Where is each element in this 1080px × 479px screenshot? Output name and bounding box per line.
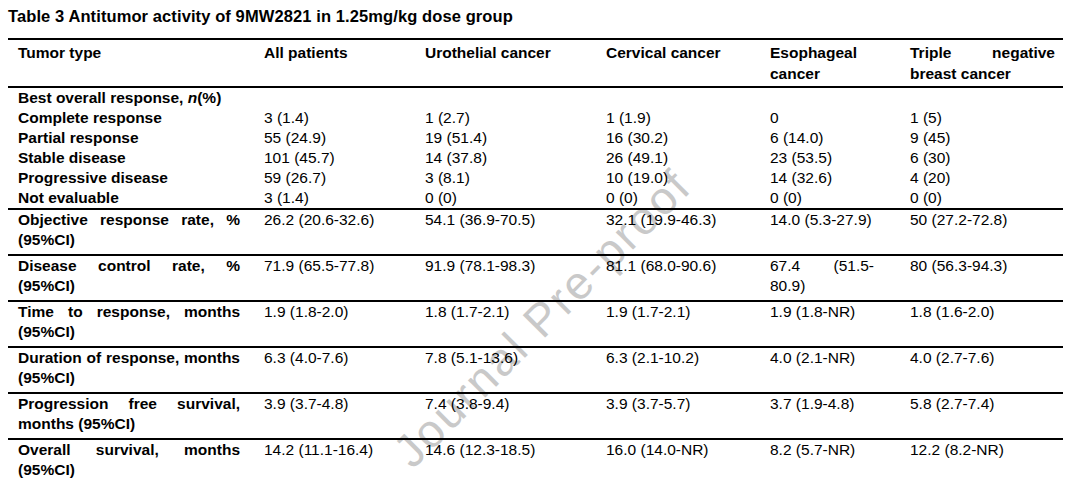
cell-value: 14 (32.6) (770, 168, 910, 188)
cell-value: 1.8 (1.7-2.1) (425, 301, 606, 347)
cell-value: 32.1 (19.9-46.3) (606, 209, 770, 255)
cell-value: 26.2 (20.6-32.6) (264, 209, 425, 255)
row-label: Progression free survival, months (95%CI… (8, 393, 264, 439)
row-label: Complete response (8, 108, 264, 128)
table-caption: Table 3 Antitumor activity of 9MW2821 in… (8, 7, 513, 26)
row-label: Overall survival, months (95%CI) (8, 439, 264, 479)
table-row-partial-response: Partial response 55 (24.9) 19 (51.4) 16 … (8, 128, 1063, 148)
cell-value: 16 (30.2) (606, 128, 770, 148)
row-label: Duration of response, months (95%CI) (8, 347, 264, 393)
cell-value: 59 (26.7) (264, 168, 425, 188)
cell-value: 10 (19.0) (606, 168, 770, 188)
group-header-label: Best overall response, n(%) (8, 87, 264, 108)
cell-value: 4.0 (2.7-7.6) (910, 347, 1063, 393)
table-row-disease-control-rate: Disease control rate, % (95%CI) 71.9 (65… (8, 255, 1063, 301)
cell-value: 7.4 (3.8-9.4) (425, 393, 606, 439)
cell-value: 7.8 (5.1-13.6) (425, 347, 606, 393)
table-row-progression-free-survival: Progression free survival, months (95%CI… (8, 393, 1063, 439)
row-label: Objective response rate, % (95%CI) (8, 209, 264, 255)
row-label: Disease control rate, % (95%CI) (8, 255, 264, 301)
cell-value: 0 (0) (606, 188, 770, 209)
cell-value: 5.8 (2.7-7.4) (910, 393, 1063, 439)
cell-value: 0 (0) (910, 188, 1063, 209)
cell-value: 14.0 (5.3-27.9) (770, 209, 910, 255)
cell-value: 16.0 (14.0-NR) (606, 439, 770, 479)
cell-value: 71.9 (65.5-77.8) (264, 255, 425, 301)
table-row-complete-response: Complete response 3 (1.4) 1 (2.7) 1 (1.9… (8, 108, 1063, 128)
cell-value: 3 (1.4) (264, 188, 425, 209)
cell-value: 6 (14.0) (770, 128, 910, 148)
row-label: Not evaluable (8, 188, 264, 209)
column-header-tumor-type: Tumor type (8, 39, 264, 87)
table-row-not-evaluable: Not evaluable 3 (1.4) 0 (0) 0 (0) 0 (0) … (8, 188, 1063, 209)
group-header-row: Best overall response, n(%) (8, 87, 1063, 108)
cell-value: 9 (45) (910, 128, 1063, 148)
table-header-row: Tumor type All patients Urothelial cance… (8, 39, 1063, 87)
cell-value: 1 (2.7) (425, 108, 606, 128)
cell-value: 1 (5) (910, 108, 1063, 128)
cell-value: 12.2 (8.2-NR) (910, 439, 1063, 479)
cell-value: 19 (51.4) (425, 128, 606, 148)
table-row-time-to-response: Time to response, months (95%CI) 1.9 (1.… (8, 301, 1063, 347)
cell-value: 1.9 (1.7-2.1) (606, 301, 770, 347)
cell-value: 54.1 (36.9-70.5) (425, 209, 606, 255)
column-header-cervical: Cervical cancer (606, 39, 770, 87)
cell-value: 81.1 (68.0-90.6) (606, 255, 770, 301)
group-header-italic-n: n (188, 89, 197, 106)
cell-value: 6 (30) (910, 148, 1063, 168)
cell-value: 14.6 (12.3-18.5) (425, 439, 606, 479)
row-label: Partial response (8, 128, 264, 148)
cell-value: 26 (49.1) (606, 148, 770, 168)
row-label: Progressive disease (8, 168, 264, 188)
cell-value: 14.2 (11.1-16.4) (264, 439, 425, 479)
cell-value: 6.3 (4.0-7.6) (264, 347, 425, 393)
cell-value: 3 (1.4) (264, 108, 425, 128)
column-header-tnbc: Triple negative breast cancer (910, 39, 1063, 87)
cell-value: 6.3 (2.1-10.2) (606, 347, 770, 393)
cell-value: 3.9 (3.7-5.7) (606, 393, 770, 439)
cell-value: 0 (0) (425, 188, 606, 209)
cell-value: 1.8 (1.6-2.0) (910, 301, 1063, 347)
cell-value: 67.4 (51.5-80.9) (770, 255, 910, 301)
cell-value: 80 (56.3-94.3) (910, 255, 1063, 301)
row-label: Time to response, months (95%CI) (8, 301, 264, 347)
cell-value: 3.7 (1.9-4.8) (770, 393, 910, 439)
group-header-suffix: (%) (197, 89, 221, 106)
cell-value: 3.9 (3.7-4.8) (264, 393, 425, 439)
cell-value: 101 (45.7) (264, 148, 425, 168)
column-header-esophageal: Esophageal cancer (770, 39, 910, 87)
table-row-stable-disease: Stable disease 101 (45.7) 14 (37.8) 26 (… (8, 148, 1063, 168)
table-row-duration-of-response: Duration of response, months (95%CI) 6.3… (8, 347, 1063, 393)
group-header-prefix: Best overall response, (18, 89, 188, 106)
cell-value: 1 (1.9) (606, 108, 770, 128)
cell-value: 0 (0) (770, 188, 910, 209)
cell-value: 14 (37.8) (425, 148, 606, 168)
cell-value: 4.0 (2.1-NR) (770, 347, 910, 393)
cell-value: 1.9 (1.8-NR) (770, 301, 910, 347)
cell-value: 1.9 (1.8-2.0) (264, 301, 425, 347)
cell-value: 91.9 (78.1-98.3) (425, 255, 606, 301)
table-row-overall-survival: Overall survival, months (95%CI) 14.2 (1… (8, 439, 1063, 479)
cell-value: 4 (20) (910, 168, 1063, 188)
cell-value: 8.2 (5.7-NR) (770, 439, 910, 479)
cell-value: 55 (24.9) (264, 128, 425, 148)
cell-value: 3 (8.1) (425, 168, 606, 188)
cell-value: 50 (27.2-72.8) (910, 209, 1063, 255)
table-row-progressive-disease: Progressive disease 59 (26.7) 3 (8.1) 10… (8, 168, 1063, 188)
table-row-objective-response-rate: Objective response rate, % (95%CI) 26.2 … (8, 209, 1063, 255)
antitumor-activity-table: Tumor type All patients Urothelial cance… (8, 38, 1063, 479)
column-header-all-patients: All patients (264, 39, 425, 87)
row-label: Stable disease (8, 148, 264, 168)
column-header-urothelial: Urothelial cancer (425, 39, 606, 87)
cell-value: 23 (53.5) (770, 148, 910, 168)
cell-value: 0 (770, 108, 910, 128)
